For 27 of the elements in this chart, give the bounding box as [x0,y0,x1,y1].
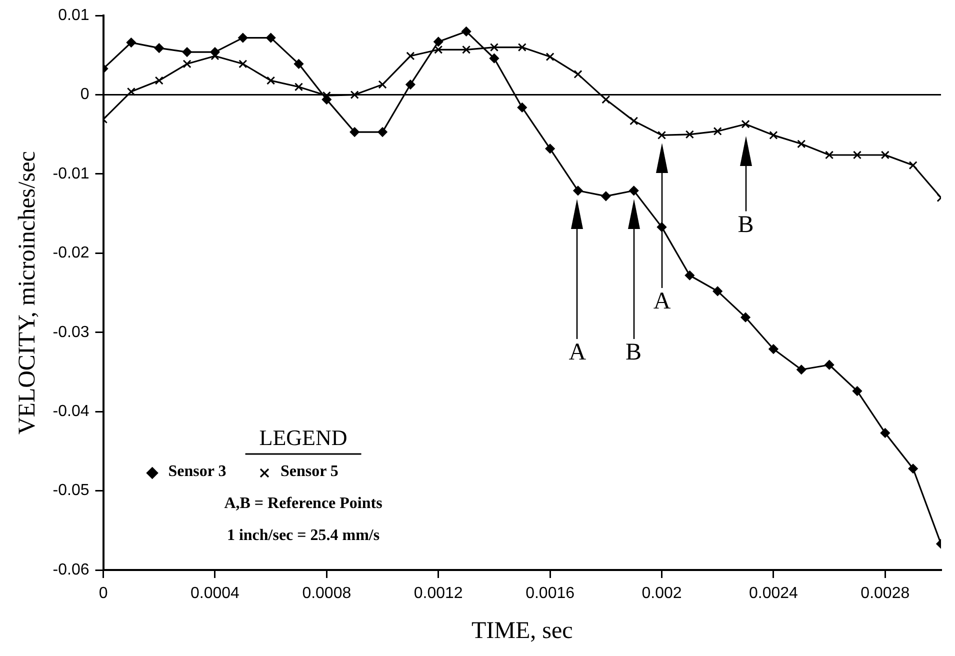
x-tick-label: 0.0024 [748,585,798,602]
x-tick-label: 0.0008 [302,585,352,602]
y-axis-title: VELOCITY, microinches/sec [14,151,41,435]
y-tick-label: 0 [80,86,90,104]
legend-label: Sensor 5 [280,463,338,480]
x-tick-label: 0.0016 [526,585,575,602]
x-tick-label: 0 [98,585,108,602]
x-tick-label: 0.002 [642,585,682,602]
annotation: A [568,340,587,366]
y-tick-label: -0.05 [52,482,90,500]
annotation: A [653,288,672,315]
annotation: A,B = Reference Points [224,495,382,512]
y-tick-label: -0.03 [52,324,90,341]
y-tick-label: -0.01 [52,165,90,182]
y-tick-label: -0.04 [52,403,90,420]
x-tick-label: 0.0012 [414,585,463,602]
y-tick-label: -0.06 [52,561,90,578]
x-tick-label: 0.0004 [190,585,240,602]
annotation: B [626,340,642,366]
legend-title: LEGEND [259,424,348,450]
annotation: B [738,212,754,238]
y-tick-label: -0.02 [52,244,90,262]
x-tick-label: 0.0028 [860,585,910,602]
legend-label: Sensor 3 [168,463,226,480]
annotation: 1 inch/sec = 25.4 mm/s [226,527,380,544]
y-tick-label: 0.01 [58,7,90,24]
x-axis-title: TIME, sec [471,618,573,644]
